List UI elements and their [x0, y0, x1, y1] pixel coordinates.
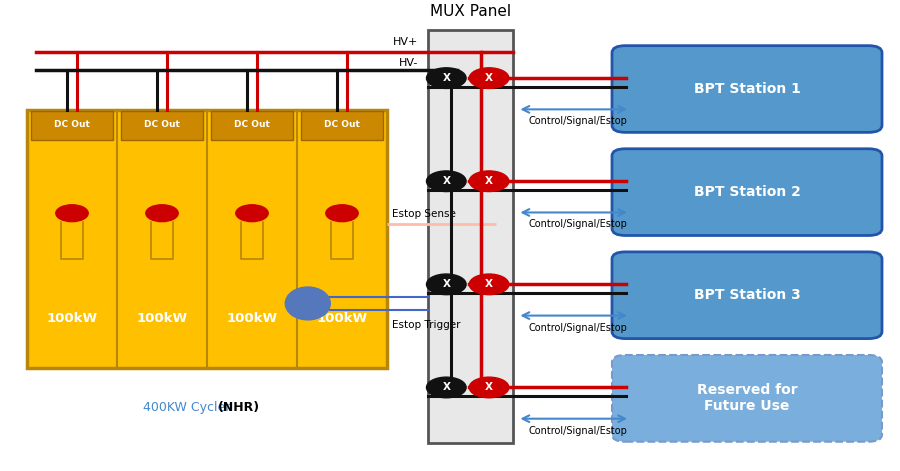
Circle shape [469, 68, 508, 89]
Text: X: X [485, 279, 493, 289]
Text: 100kW: 100kW [317, 312, 367, 325]
Circle shape [469, 377, 508, 398]
Text: Estop Trigger: Estop Trigger [392, 320, 460, 330]
Text: BPT Station 2: BPT Station 2 [694, 185, 800, 199]
Text: 100kW: 100kW [137, 312, 187, 325]
Text: X: X [485, 176, 493, 186]
Text: BPT Station 1: BPT Station 1 [694, 82, 800, 96]
FancyBboxPatch shape [612, 46, 882, 132]
Circle shape [427, 68, 466, 89]
FancyBboxPatch shape [301, 111, 383, 140]
Text: 100kW: 100kW [47, 312, 97, 325]
Text: Estop Sense: Estop Sense [392, 209, 455, 219]
Circle shape [427, 171, 466, 192]
Text: Control/Signal/Estop: Control/Signal/Estop [529, 426, 627, 436]
Circle shape [146, 205, 178, 222]
Text: HV+: HV+ [393, 37, 419, 47]
Text: X: X [485, 73, 493, 83]
FancyBboxPatch shape [428, 31, 513, 443]
FancyBboxPatch shape [612, 149, 882, 236]
Text: Control/Signal/Estop: Control/Signal/Estop [529, 116, 627, 126]
Text: HV-: HV- [399, 58, 418, 68]
Text: Reserved for
Future Use: Reserved for Future Use [697, 383, 797, 414]
FancyBboxPatch shape [31, 111, 113, 140]
Circle shape [469, 171, 508, 192]
Ellipse shape [285, 287, 330, 320]
Text: X: X [442, 73, 450, 83]
Text: 400KW Cycler: 400KW Cycler [143, 401, 235, 414]
Text: MUX Panel: MUX Panel [429, 4, 511, 19]
Text: (NHR): (NHR) [218, 401, 259, 414]
FancyBboxPatch shape [27, 110, 387, 368]
FancyBboxPatch shape [612, 252, 882, 339]
Text: DC Out: DC Out [234, 120, 270, 129]
Text: X: X [442, 279, 450, 289]
Text: Control/Signal/Estop: Control/Signal/Estop [529, 219, 627, 229]
Text: BPT Station 3: BPT Station 3 [694, 288, 800, 302]
Circle shape [236, 205, 268, 222]
FancyBboxPatch shape [211, 111, 293, 140]
Text: 100kW: 100kW [227, 312, 277, 325]
Circle shape [427, 377, 466, 398]
FancyBboxPatch shape [121, 111, 203, 140]
Text: DC Out: DC Out [324, 120, 360, 129]
Text: DC Out: DC Out [54, 120, 90, 129]
Text: DC Out: DC Out [144, 120, 180, 129]
Circle shape [427, 274, 466, 295]
Circle shape [56, 205, 88, 222]
Circle shape [326, 205, 358, 222]
Text: X: X [485, 382, 493, 392]
Text: Control/Signal/Estop: Control/Signal/Estop [529, 323, 627, 333]
Circle shape [469, 274, 508, 295]
Text: X: X [442, 176, 450, 186]
FancyBboxPatch shape [612, 355, 882, 442]
Text: X: X [442, 382, 450, 392]
